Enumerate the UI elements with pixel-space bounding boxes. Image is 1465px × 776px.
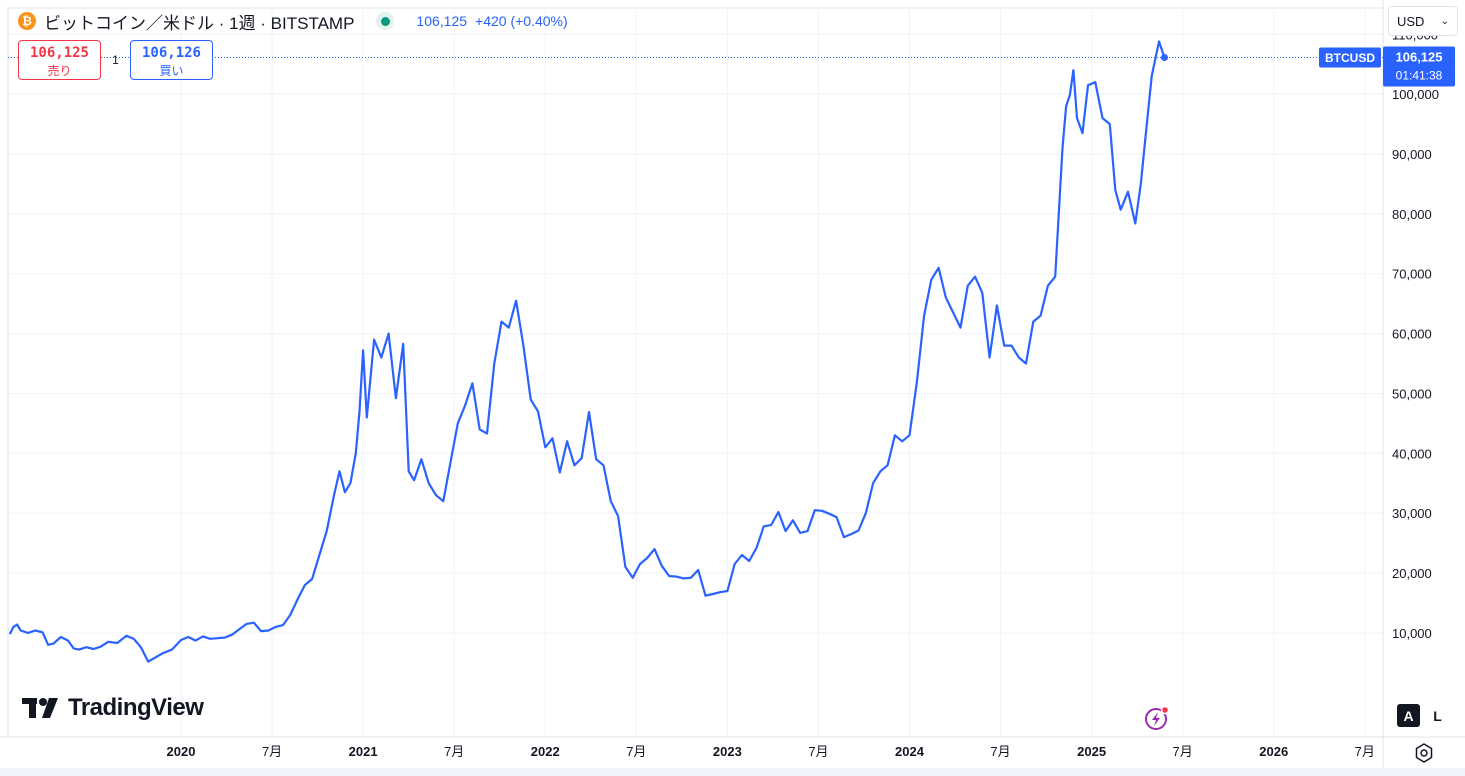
buy-price: 106,126 <box>141 45 201 61</box>
x-tick-label: 2026 <box>1259 744 1288 759</box>
trade-panel: 106,125 売り 1 106,126 買い <box>18 40 213 80</box>
x-tick-label: 7月 <box>1173 744 1193 759</box>
log-scale-button[interactable]: L <box>1433 707 1442 724</box>
tradingview-logo-icon <box>22 698 58 718</box>
symbol-label: BTCUSD <box>1325 51 1375 65</box>
buy-label: 買い <box>159 64 184 78</box>
brand-name: TradingView <box>68 694 204 721</box>
spread-value: 1 <box>112 53 119 67</box>
y-tick-label: 40,000 <box>1392 446 1432 461</box>
bottom-border <box>0 768 1465 776</box>
plot-area[interactable] <box>7 7 1384 738</box>
y-tick-label: 30,000 <box>1392 506 1432 521</box>
series-line[interactable] <box>8 40 1166 663</box>
last-point <box>1160 54 1168 62</box>
y-tick-label: 80,000 <box>1392 207 1432 222</box>
settings-icon[interactable] <box>1412 741 1436 765</box>
price-label: 106,125 <box>1396 50 1443 65</box>
market-status-icon[interactable] <box>376 12 395 30</box>
auto-scale-button[interactable]: A <box>1397 704 1420 727</box>
sell-label: 売り <box>47 64 72 78</box>
x-tick-label: 7月 <box>990 744 1010 759</box>
tradingview-logo[interactable]: TradingView <box>22 694 204 722</box>
y-tick-label: 100,000 <box>1392 87 1439 102</box>
y-tick-label: 70,000 <box>1392 267 1432 282</box>
symbol-title[interactable]: ビットコイン／米ドル · 1週 · BITSTAMP <box>44 13 355 33</box>
x-tick-label: 2021 <box>349 744 378 759</box>
x-tick-label: 7月 <box>1355 744 1375 759</box>
chevron-down-icon: ⌄ <box>1440 15 1449 27</box>
bitcoin-icon: ₿ <box>18 12 36 30</box>
last-price: 106,125 <box>416 13 468 29</box>
sell-button[interactable]: 106,125 売り <box>18 40 101 80</box>
price-label-bg <box>1383 46 1455 87</box>
x-tick-label: 2020 <box>167 744 196 759</box>
lightning-icon[interactable] <box>1143 704 1171 732</box>
sell-price: 106,125 <box>29 45 89 61</box>
x-tick-label: 7月 <box>808 744 828 759</box>
y-tick-label: 50,000 <box>1392 386 1432 401</box>
symbol-header: ₿ ビットコイン／米ドル · 1週 · BITSTAMP 106,125 +42… <box>18 8 568 34</box>
symbol-label-bg <box>1319 47 1381 68</box>
x-tick-label: 7月 <box>444 744 464 759</box>
y-tick-label: 90,000 <box>1392 147 1432 162</box>
currency-select[interactable]: USD ⌄ <box>1388 6 1458 36</box>
currency-value: USD <box>1397 13 1425 29</box>
x-tick-label: 7月 <box>626 744 646 759</box>
y-tick-label: 10,000 <box>1392 626 1432 641</box>
x-tick-label: 2025 <box>1077 744 1106 759</box>
x-tick-label: 7月 <box>262 744 282 759</box>
x-tick-label: 2023 <box>713 744 742 759</box>
x-tick-label: 2024 <box>895 744 925 759</box>
y-tick-label: 20,000 <box>1392 566 1432 581</box>
x-tick-label: 2022 <box>531 744 560 759</box>
y-tick-label: 60,000 <box>1392 327 1432 342</box>
buy-button[interactable]: 106,126 買い <box>130 40 213 80</box>
price-change: +420 (+0.40%) <box>475 13 568 29</box>
countdown-label: 01:41:38 <box>1396 69 1443 83</box>
